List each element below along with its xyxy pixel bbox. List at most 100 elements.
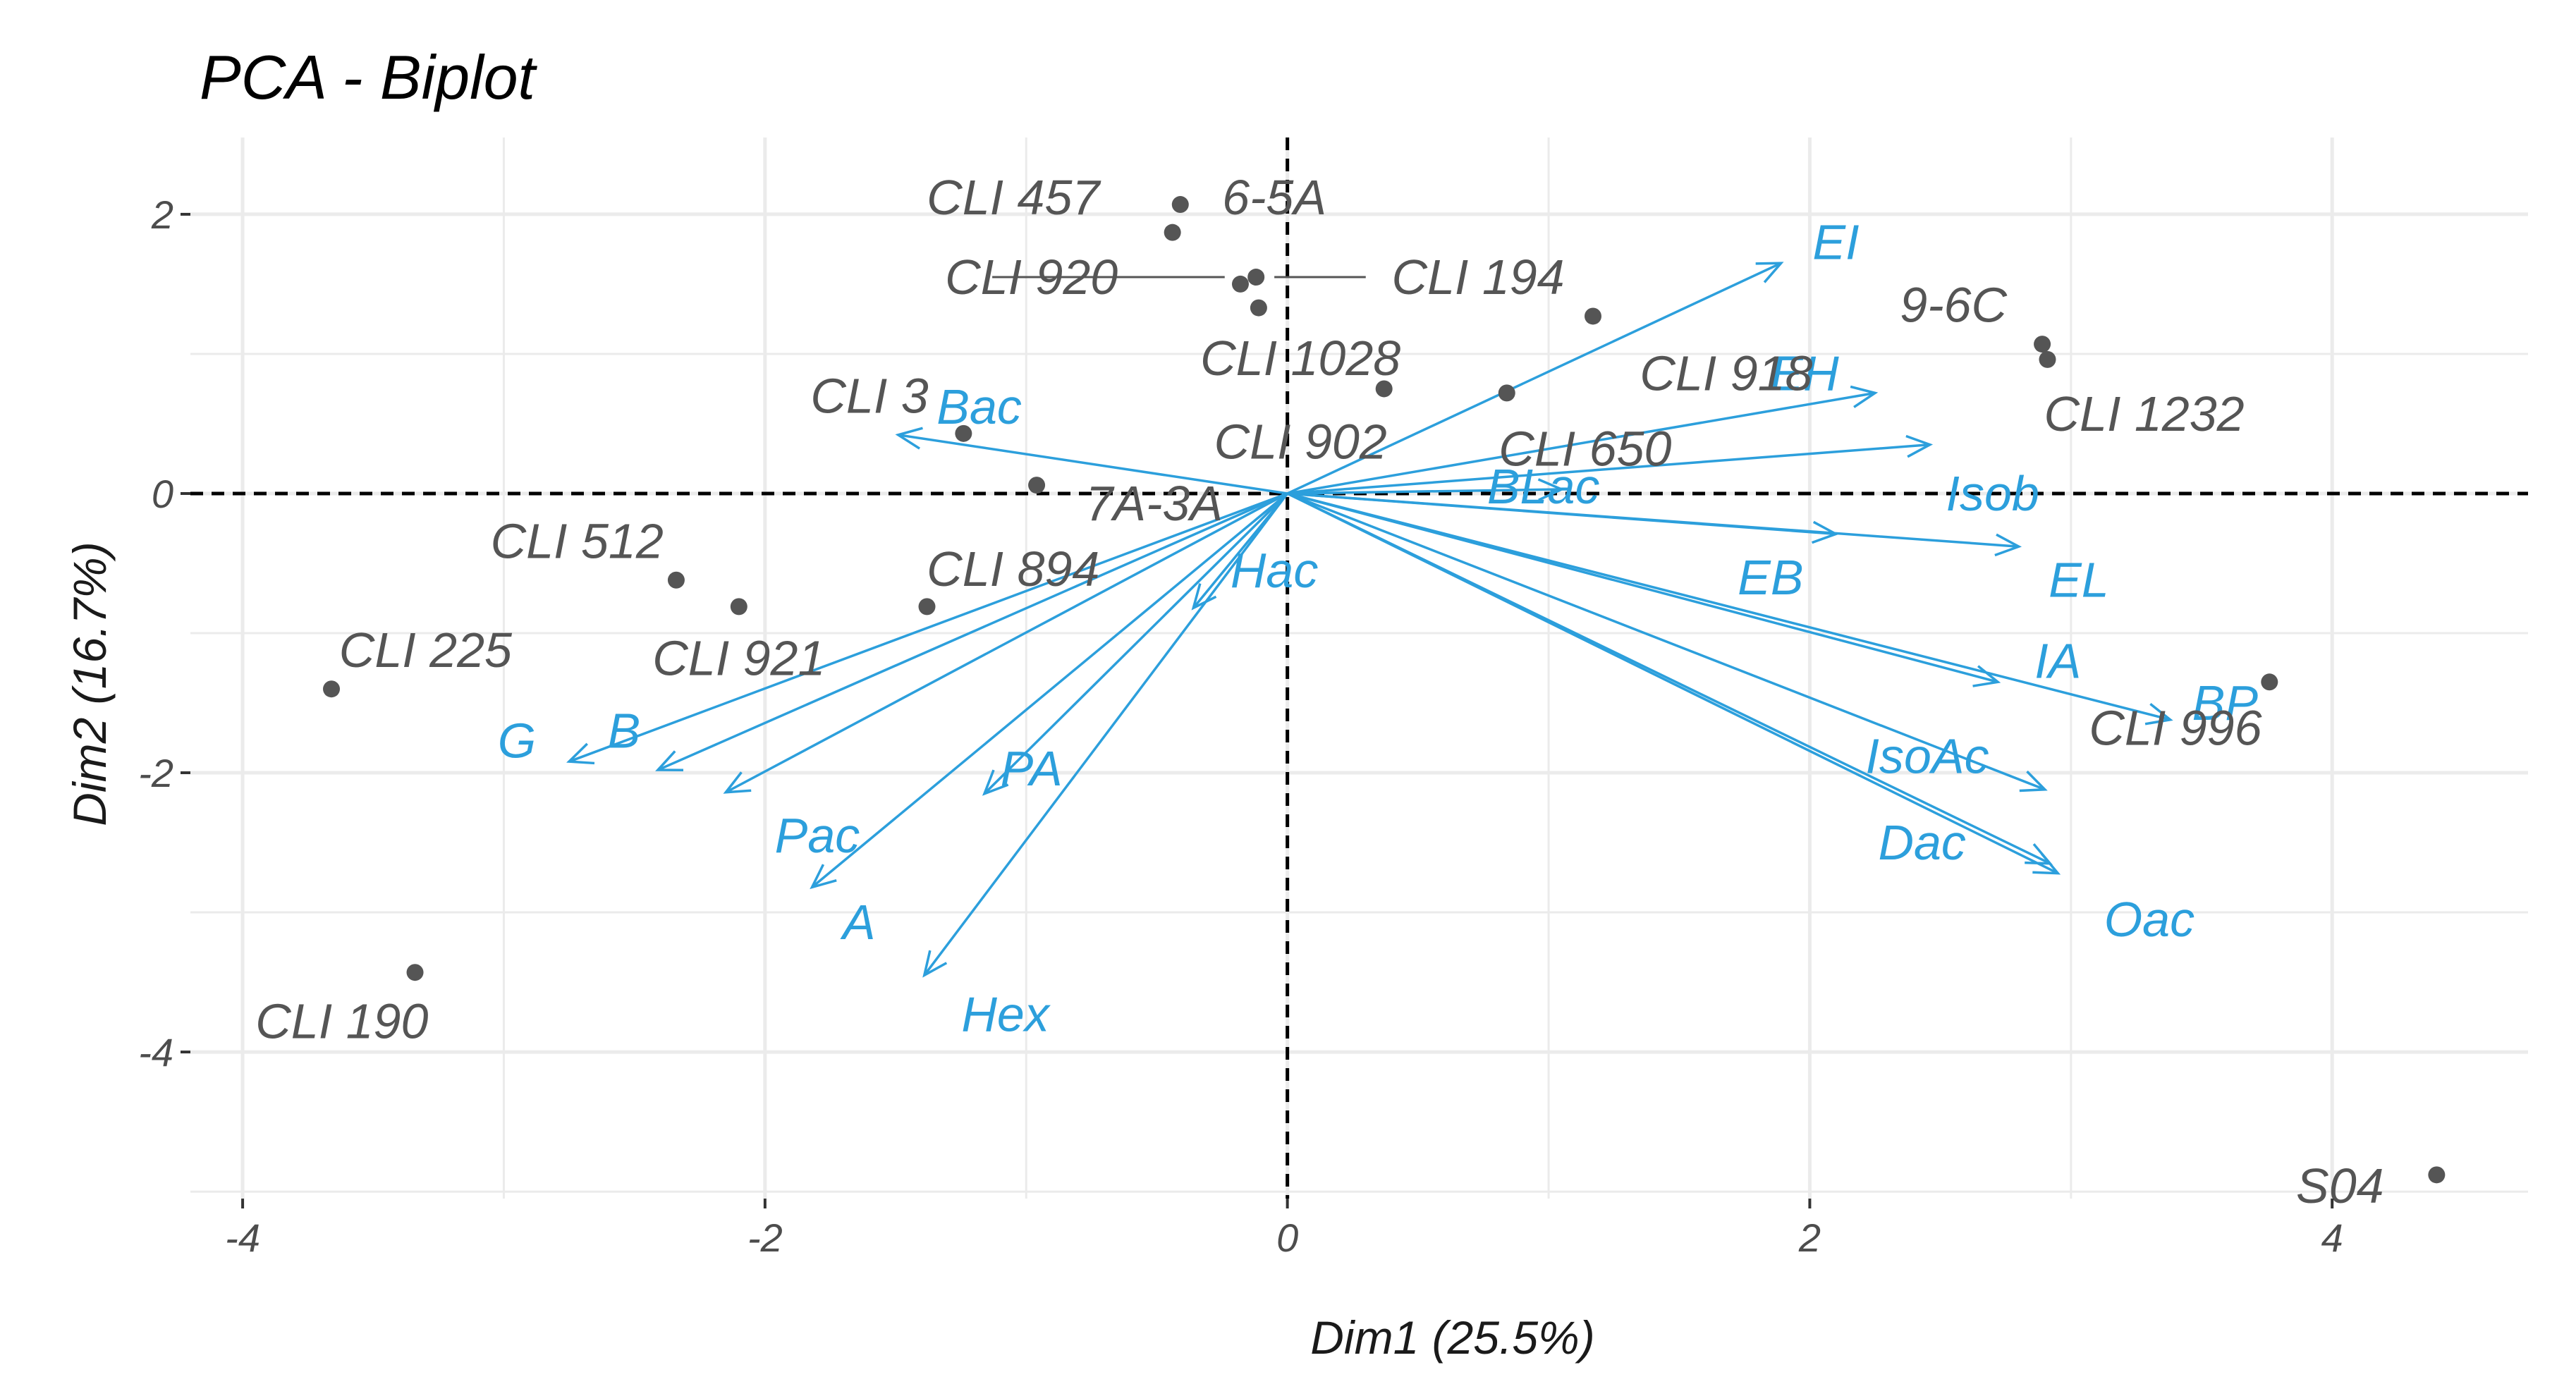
individual-points <box>323 196 2446 1184</box>
variable-label: Isob <box>1946 466 2039 521</box>
individual-label: CLI 650 <box>1498 422 1671 477</box>
variable-label: IA <box>2034 634 2081 689</box>
individual-point <box>667 571 685 589</box>
individual-point <box>1498 384 1515 402</box>
variable-arrow <box>568 492 1288 763</box>
variable-arrowhead <box>1191 583 1217 611</box>
individual-point <box>1585 307 1601 325</box>
variable-label: IsoAc <box>1866 728 1989 783</box>
variable-arrow <box>725 492 1288 794</box>
individual-label: CLI 190 <box>255 994 428 1049</box>
individual-label: 6-5A <box>1222 170 1326 225</box>
variable-label: Hex <box>961 987 1051 1042</box>
individual-label: CLI 1028 <box>1200 331 1400 386</box>
y-tick-label: -4 <box>138 1030 173 1074</box>
individual-label: CLI 225 <box>339 623 513 678</box>
variable-arrowhead <box>2032 852 2061 875</box>
variable-arrows <box>566 262 2173 978</box>
variable-label: Hac <box>1231 543 1318 598</box>
x-axis: -4 -2 0 2 4 <box>225 1199 2343 1260</box>
plot-panel: EI EH Isob Bac BLac EB EL Hac IA BP IsoAc Dac Oac G B P… <box>190 137 2528 1213</box>
variable-arrowhead <box>895 427 923 450</box>
variable-arrow <box>1286 492 2059 875</box>
grid-lines <box>190 137 2528 1199</box>
y-tick-label: 2 <box>151 192 173 237</box>
variable-arrow <box>923 492 1289 976</box>
individual-label: CLI 918 <box>1640 346 1812 401</box>
individual-point <box>1250 299 1267 317</box>
individual-point <box>955 424 972 442</box>
chart-title: PCA - Biplot <box>200 42 538 112</box>
y-tick-label: 0 <box>152 472 173 516</box>
variable-arrowhead <box>566 742 595 765</box>
variable-arrow <box>1287 443 1930 495</box>
variable-label: PA <box>1001 741 1063 796</box>
x-tick-label: -2 <box>747 1216 783 1260</box>
variable-label: EH <box>1770 346 1839 401</box>
individual-label: CLI 921 <box>652 631 825 686</box>
variable-label: Pac <box>775 808 860 863</box>
y-axis: -4 -2 0 2 <box>138 192 190 1074</box>
variable-arrowhead <box>2144 703 2173 725</box>
point-labels: EI EH Isob Bac BLac EB EL Hac IA BP IsoAc Dac Oac G B P… <box>255 170 2383 1213</box>
variable-arrowhead <box>1994 533 2022 557</box>
variable-label: A <box>840 895 876 950</box>
individual-label: CLI 194 <box>1391 250 1564 305</box>
individual-label: CLI 1232 <box>2044 386 2244 441</box>
individual-point <box>1171 196 1189 214</box>
individual-point <box>406 964 424 981</box>
variable-arrowhead <box>655 750 684 772</box>
variable-arrow <box>1287 391 1876 495</box>
variable-arrowhead <box>1537 478 1565 501</box>
variable-arrowhead <box>1905 434 1934 458</box>
individual-label: CLI 457 <box>927 170 1101 225</box>
y-tick-label: -2 <box>138 751 173 795</box>
variable-arrow <box>811 492 1288 888</box>
variable-arrowhead <box>1755 262 1784 283</box>
variable-label: BLac <box>1487 459 1600 514</box>
variable-arrowhead <box>2019 770 2048 792</box>
variable-label: Bac <box>936 379 1022 434</box>
x-tick-label: 2 <box>1798 1216 1821 1260</box>
reference-lines <box>190 137 2528 1199</box>
individual-point <box>2261 673 2278 691</box>
individual-point <box>323 680 341 698</box>
individual-label: CLI 3 <box>810 368 928 423</box>
individual-label: 9-6C <box>1900 278 2007 333</box>
individual-point <box>1247 269 1265 286</box>
x-tick-label: 4 <box>2321 1216 2343 1260</box>
individual-label: CLI 996 <box>2089 701 2261 756</box>
variable-arrow <box>983 492 1288 795</box>
variable-arrowhead <box>1850 385 1879 408</box>
x-tick-label: 0 <box>1276 1216 1298 1260</box>
variable-arrow <box>1287 492 2171 721</box>
individual-point <box>1231 275 1249 293</box>
variable-arrow <box>1287 492 2046 791</box>
variable-label: EB <box>1738 550 1803 605</box>
individual-point <box>1164 224 1181 241</box>
variable-arrow <box>898 434 1288 495</box>
variable-arrowhead <box>982 769 1009 796</box>
individual-label: CLI 920 <box>945 250 1118 305</box>
individual-label: S04 <box>2296 1158 2384 1213</box>
x-tick-label: -4 <box>225 1216 260 1260</box>
variable-label: G <box>498 713 536 768</box>
variable-arrowhead <box>810 864 837 890</box>
individual-point <box>918 598 936 616</box>
variable-arrow <box>1287 492 2019 548</box>
variable-label: B <box>607 704 640 759</box>
variable-arrowhead <box>922 950 948 978</box>
variable-label: EI <box>1812 215 1859 270</box>
individual-label: CLI 512 <box>491 513 664 568</box>
individual-point <box>1028 477 1046 494</box>
variable-label: Oac <box>2104 892 2195 947</box>
individual-label: CLI 902 <box>1214 415 1387 470</box>
individual-point <box>2034 336 2051 353</box>
individual-point <box>730 598 747 616</box>
individual-point <box>1375 380 1393 398</box>
y-axis-title: Dim2 (16.7%) <box>63 541 116 826</box>
individual-label: 7A-3A <box>1085 476 1223 531</box>
x-axis-title: Dim1 (25.5%) <box>1310 1311 1594 1364</box>
variable-arrowhead <box>723 771 752 794</box>
